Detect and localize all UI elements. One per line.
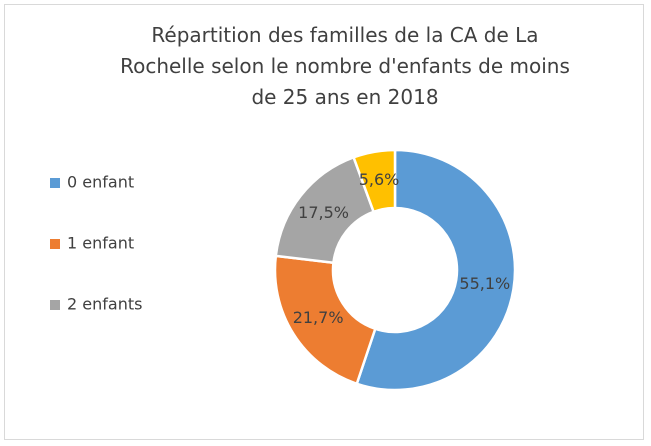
donut-segment	[351, 148, 397, 214]
legend-label: 2 enfants	[67, 295, 142, 314]
data-label: 17,5%	[298, 203, 349, 222]
donut-segment	[273, 254, 377, 386]
legend-marker	[50, 300, 60, 310]
chart-title: Répartition des familles de la CA de La …	[120, 23, 570, 109]
data-label: 5,6%	[359, 170, 400, 189]
legend-label: 0 enfant	[67, 173, 134, 192]
legend-label: 1 enfant	[67, 234, 134, 253]
data-label: 21,7%	[293, 308, 344, 327]
chart-frame	[4, 4, 644, 440]
legend-marker	[50, 178, 60, 188]
data-label: 55,1%	[459, 274, 510, 293]
donut-segment	[355, 148, 517, 392]
legend-marker	[50, 239, 60, 249]
